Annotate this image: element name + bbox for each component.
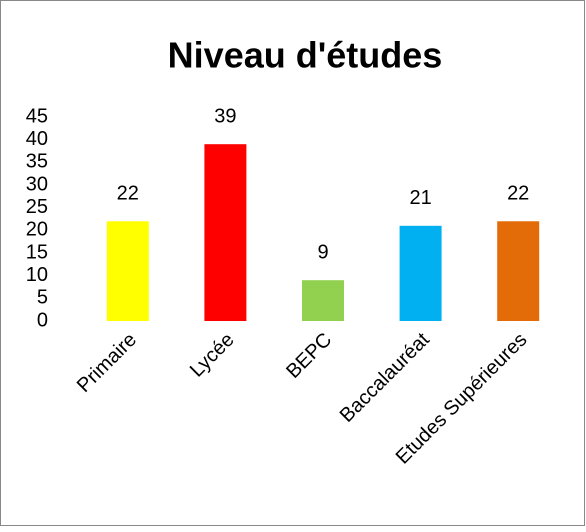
chart-title: Niveau d'études — [168, 35, 443, 76]
bar — [497, 221, 540, 321]
data-label: 9 — [317, 241, 328, 263]
y-tick-label: 30 — [26, 173, 48, 195]
y-tick-label: 25 — [26, 196, 48, 218]
y-tick-label: 20 — [26, 219, 48, 241]
data-label: 21 — [409, 187, 431, 209]
data-label: 39 — [214, 105, 236, 127]
bar — [302, 280, 344, 321]
y-tick-label: 10 — [26, 264, 48, 286]
bar — [106, 221, 149, 321]
y-tick-label: 0 — [37, 309, 48, 331]
bar — [399, 225, 442, 321]
data-label: 22 — [507, 183, 529, 205]
data-label: 22 — [117, 183, 139, 205]
y-tick-label: 35 — [26, 151, 48, 173]
y-tick-label: 5 — [37, 287, 48, 309]
y-tick-label: 15 — [26, 241, 48, 263]
y-tick-label: 40 — [26, 128, 48, 150]
y-tick-label: 45 — [26, 105, 48, 127]
bar — [204, 144, 247, 321]
